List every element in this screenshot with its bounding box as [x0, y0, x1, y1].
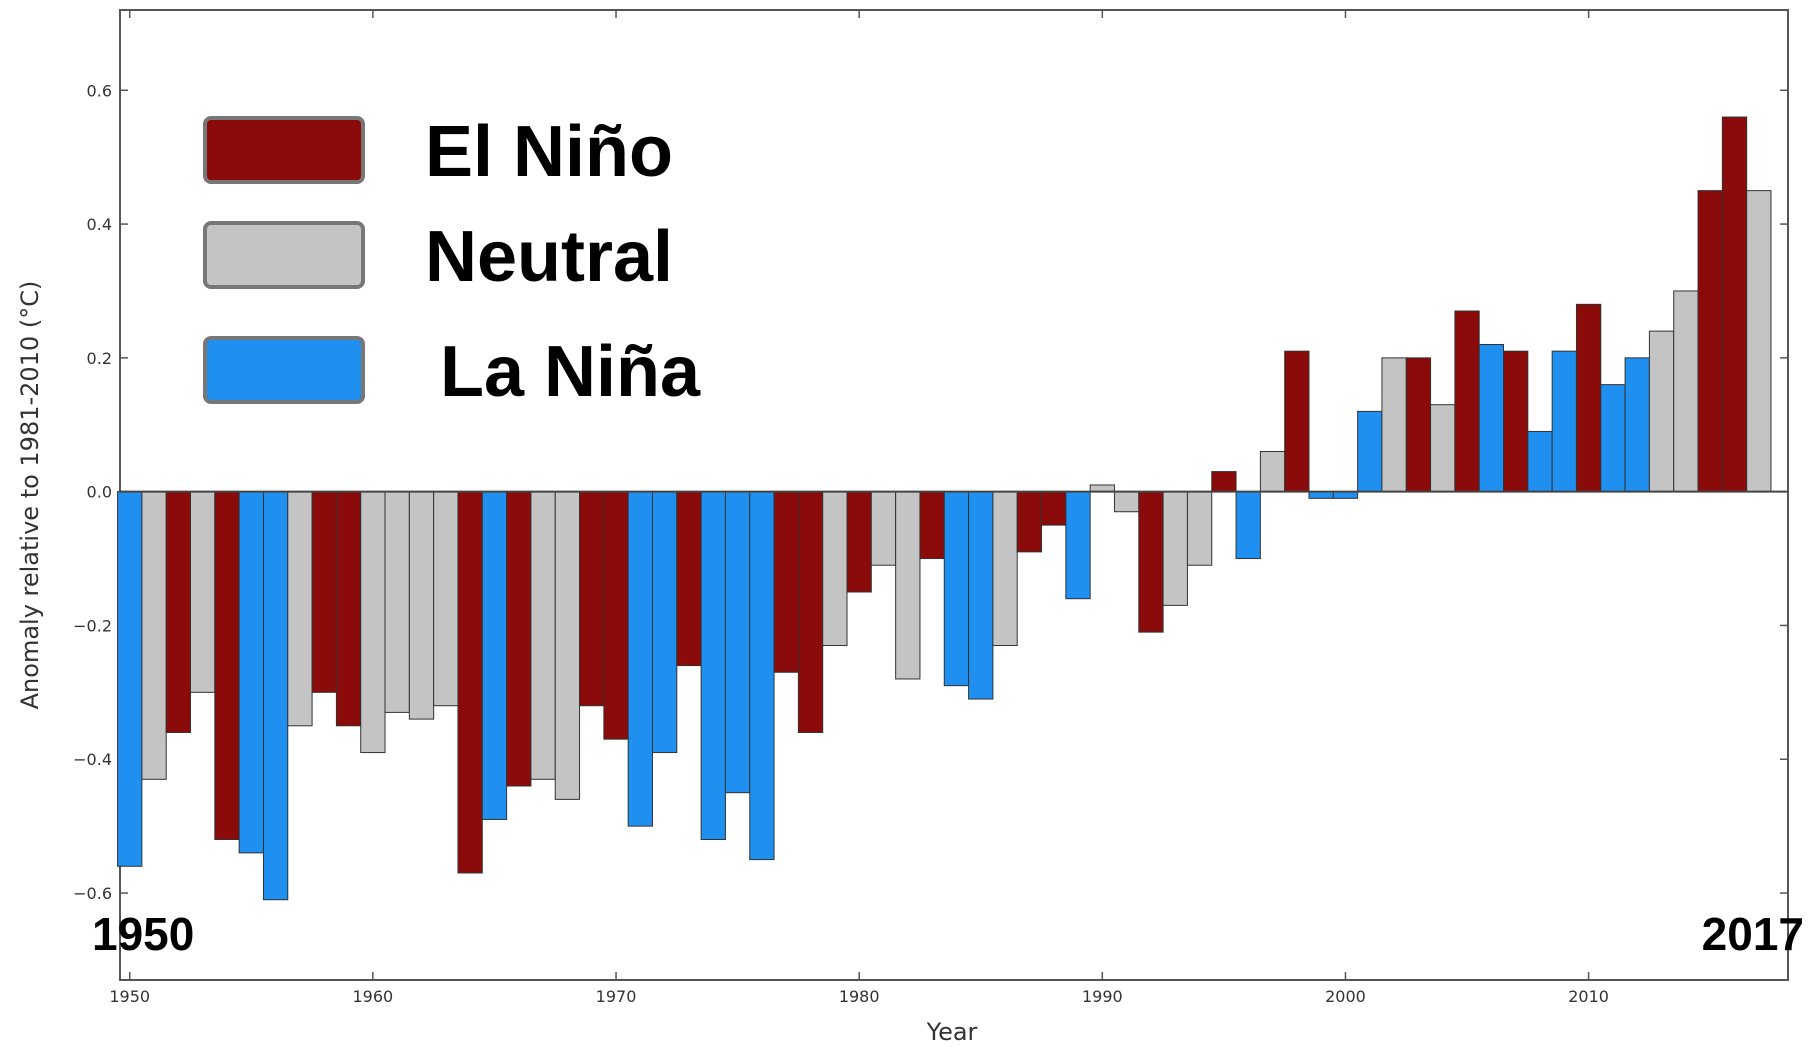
legend-label-E: El Niño — [425, 112, 673, 192]
bar-1965 — [481, 491, 508, 820]
y-tick-label: −0.2 — [73, 616, 112, 635]
bar-1958 — [311, 491, 337, 693]
bar-1952 — [165, 491, 192, 733]
legend-swatch-N — [203, 221, 365, 289]
legend-swatch-E — [203, 116, 365, 184]
bar-2001 — [1357, 410, 1383, 493]
x-tick-label: 2000 — [1325, 987, 1366, 1006]
y-axis-label: Anomaly relative to 1981-2010 (°C) — [16, 281, 44, 710]
bar-1973 — [676, 491, 702, 667]
bar-1993 — [1162, 491, 1188, 606]
x-tick-label: 1950 — [109, 987, 150, 1006]
bar-1981 — [870, 491, 897, 566]
bar-1992 — [1138, 491, 1164, 633]
bar-2007 — [1503, 350, 1529, 493]
bar-1955 — [238, 491, 264, 854]
x-tick-label: 2010 — [1568, 987, 1609, 1006]
bar-1983 — [919, 491, 945, 560]
range-end-label: 2017 — [1702, 908, 1804, 960]
bar-1954 — [214, 491, 240, 841]
bar-1998 — [1284, 350, 1310, 493]
range-start-label: 1950 — [92, 908, 194, 960]
bar-1997 — [1259, 451, 1286, 493]
y-tick-label: 0.4 — [87, 215, 112, 234]
bar-1977 — [773, 491, 799, 673]
bar-1990 — [1089, 484, 1115, 493]
bar-2011 — [1600, 384, 1626, 493]
bar-1950 — [117, 491, 143, 867]
bar-1986 — [992, 491, 1018, 647]
x-axis-label: Year — [926, 1018, 978, 1046]
bar-1991 — [1113, 491, 1140, 513]
y-tick-label: −0.6 — [73, 884, 112, 903]
bar-2015 — [1697, 190, 1723, 493]
bar-1957 — [287, 491, 313, 727]
bar-2006 — [1478, 343, 1505, 493]
bar-2016 — [1721, 116, 1748, 493]
x-tick-label: 1980 — [839, 987, 880, 1006]
bar-2005 — [1454, 310, 1480, 493]
bar-1966 — [506, 491, 532, 787]
bar-2002 — [1381, 357, 1407, 493]
bar-1978 — [797, 491, 824, 733]
x-axis: 1950 1960 1970 1980 1990 2000 2010 — [109, 10, 1609, 1006]
bar-1974 — [700, 491, 726, 841]
bars — [117, 116, 1772, 901]
bar-1996 — [1235, 491, 1261, 560]
bar-1970 — [603, 491, 629, 740]
y-tick-label: −0.4 — [73, 750, 112, 769]
bar-1960 — [360, 491, 386, 754]
bar-1988 — [1041, 491, 1067, 526]
legend-label-L: La Niña — [440, 332, 701, 412]
y-tick-label: 0.6 — [87, 81, 112, 100]
bar-1953 — [190, 491, 216, 693]
bar-2017 — [1746, 190, 1772, 493]
bar-1961 — [384, 491, 410, 713]
bar-1971 — [627, 491, 653, 827]
legend: El Niño Neutral La Niña — [140, 35, 900, 445]
bar-1951 — [141, 491, 167, 780]
bar-1985 — [968, 491, 994, 700]
bar-1963 — [433, 491, 459, 707]
x-tick-label: 1990 — [1082, 987, 1123, 1006]
bar-1979 — [822, 491, 848, 647]
legend-swatch-L — [203, 336, 365, 404]
bar-2004 — [1430, 404, 1456, 493]
bar-2014 — [1673, 290, 1699, 493]
y-tick-label: 0.0 — [87, 483, 112, 502]
y-tick-label: 0.2 — [87, 349, 112, 368]
bar-1976 — [749, 491, 775, 861]
bar-2009 — [1551, 350, 1577, 493]
bar-1959 — [335, 491, 362, 727]
bar-1969 — [579, 491, 605, 707]
bar-1987 — [1016, 491, 1043, 553]
bar-1980 — [846, 491, 872, 593]
bar-1964 — [457, 491, 483, 874]
bar-1972 — [651, 491, 678, 754]
bar-1999 — [1308, 491, 1334, 499]
bar-1989 — [1065, 491, 1091, 600]
bar-2012 — [1624, 357, 1650, 493]
bar-1982 — [895, 491, 921, 680]
bar-2000 — [1332, 491, 1359, 499]
bar-2008 — [1527, 430, 1553, 493]
bar-2010 — [1575, 303, 1602, 493]
bar-1984 — [943, 491, 970, 687]
bar-2003 — [1405, 357, 1432, 493]
bar-2013 — [1648, 330, 1675, 493]
bar-1967 — [530, 491, 556, 780]
bar-1968 — [554, 491, 581, 800]
bar-1995 — [1211, 471, 1237, 493]
legend-label-N: Neutral — [425, 217, 673, 297]
bar-1975 — [724, 491, 751, 794]
x-tick-label: 1970 — [596, 987, 637, 1006]
bar-1956 — [262, 491, 289, 901]
x-tick-label: 1960 — [353, 987, 394, 1006]
bar-1994 — [1186, 491, 1213, 566]
bar-1962 — [408, 491, 435, 720]
